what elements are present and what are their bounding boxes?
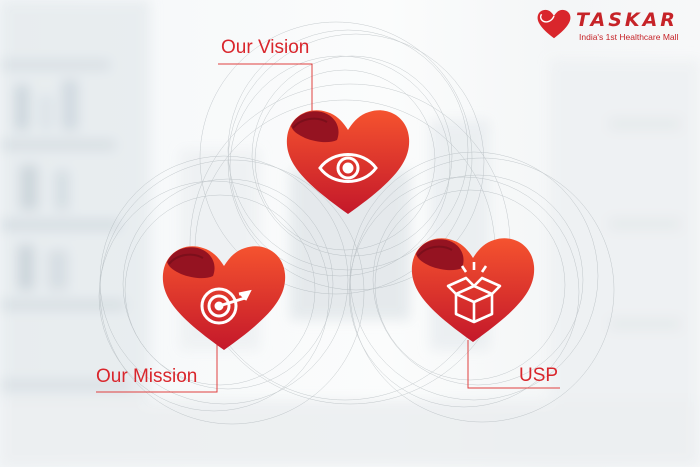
vision-heart — [286, 110, 410, 214]
mission-heart — [162, 246, 286, 350]
logo-heart-icon — [537, 9, 571, 39]
eye-icon — [318, 153, 378, 183]
vision-label: Our Vision — [221, 37, 310, 58]
brand-tagline: India's 1st Healthcare Mall — [579, 32, 679, 42]
taskar-logo: TASKAR India's 1st Healthcare Mall — [536, 6, 696, 46]
usp-heart — [411, 238, 535, 342]
mission-label: Our Mission — [96, 366, 198, 387]
open-box-icon — [446, 262, 502, 324]
target-arrow-icon — [200, 287, 252, 325]
brand-name: TASKAR — [576, 9, 678, 31]
usp-label: USP — [519, 365, 559, 386]
